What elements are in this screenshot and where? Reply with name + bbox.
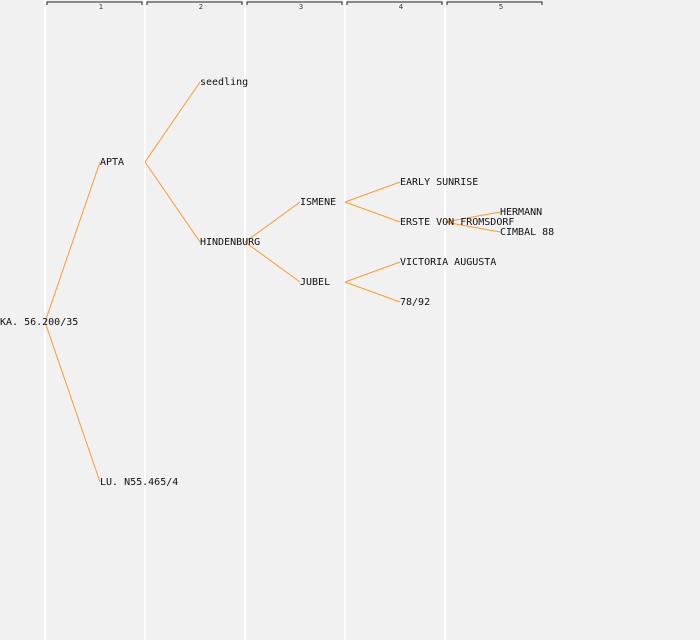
pedigree-node: 78/92 <box>400 297 430 308</box>
pedigree-node: seedling <box>200 77 248 88</box>
generation-header: 1 2 3 4 5 <box>46 1 543 11</box>
pedigree-node: HINDENBURG <box>200 237 260 248</box>
connector-line <box>44 321 101 483</box>
generation-bracket <box>346 1 443 5</box>
connector-line <box>244 201 301 243</box>
pedigree-node: HERMANN <box>500 207 542 218</box>
generation-dividers <box>44 0 446 640</box>
connector-lines <box>44 81 501 483</box>
connector-line <box>344 261 401 283</box>
pedigree-node: ERSTE VON FROMSDORF <box>400 217 514 228</box>
connector-line <box>344 181 401 203</box>
generation-bracket <box>246 1 343 5</box>
pedigree-node: APTA <box>100 157 124 168</box>
connector-line <box>344 201 401 223</box>
pedigree-node: LU. N55.465/4 <box>100 477 178 488</box>
connector-line <box>444 211 501 223</box>
generation-number: 3 <box>299 3 303 11</box>
pedigree-node: ISMENE <box>300 197 336 208</box>
pedigree-node: JUBEL <box>300 277 330 288</box>
connector-line <box>144 81 201 163</box>
generation-bracket <box>46 1 143 5</box>
generation-number: 5 <box>499 3 503 11</box>
connector-line <box>244 241 301 283</box>
node-labels: KA. 56.200/35 APTA seedling HINDENBURG ISMEN… <box>0 77 554 488</box>
connector-line <box>444 221 501 233</box>
pedigree-node: VICTORIA AUGUSTA <box>400 257 496 268</box>
generation-number: 1 <box>99 3 103 11</box>
generation-number: 2 <box>199 3 203 11</box>
generation-bracket <box>146 1 243 5</box>
generation-number: 4 <box>399 3 404 11</box>
pedigree-node: KA. 56.200/35 <box>0 317 78 328</box>
pedigree-node: CIMBAL 88 <box>500 227 554 238</box>
connector-line <box>44 161 101 323</box>
pedigree-node: EARLY SUNRISE <box>400 177 478 188</box>
generation-bracket <box>446 1 543 5</box>
connector-line <box>344 281 401 303</box>
connector-line <box>144 161 201 243</box>
